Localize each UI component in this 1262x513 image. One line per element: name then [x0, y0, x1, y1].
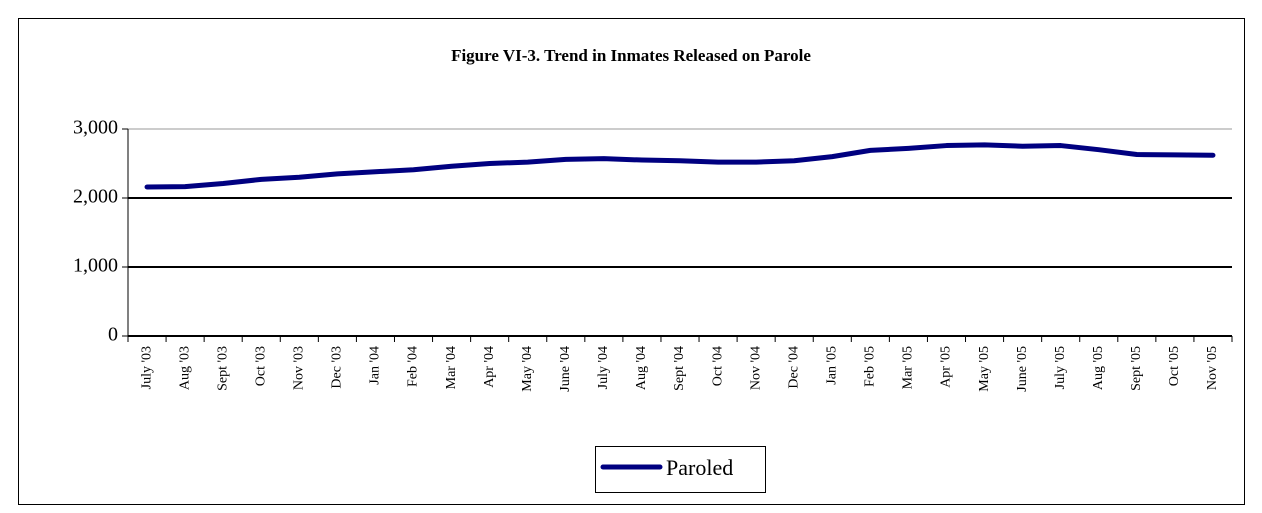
y-tick-label: 2,000: [73, 186, 118, 208]
x-tick-label: May '05: [977, 346, 992, 392]
x-tick-label: Sept '04: [672, 346, 687, 391]
x-tick-label: Nov '04: [748, 346, 763, 390]
legend-label: Paroled: [666, 455, 733, 480]
x-tick-label: July '04: [596, 346, 611, 389]
x-tick-label: Sept '05: [1129, 346, 1144, 391]
data-line: [144, 142, 1216, 190]
x-tick-label: Jan '05: [824, 346, 839, 385]
y-tick-label: 1,000: [73, 255, 118, 277]
x-tick-label: Aug '03: [177, 346, 192, 390]
x-tick-label: Dec '04: [786, 346, 801, 389]
x-tick-label: Apr '04: [482, 346, 497, 388]
x-tick-label: Nov '05: [1205, 346, 1220, 390]
x-tick-label: Aug '04: [634, 346, 649, 390]
x-tick-label: Mar '05: [901, 346, 916, 389]
y-tick-label: 3,000: [73, 117, 118, 139]
x-tick-label: July '05: [1053, 346, 1068, 389]
x-tick-label: Feb '04: [406, 346, 421, 387]
x-tick-label: Dec '03: [330, 346, 345, 389]
y-tick-label: 0: [108, 324, 118, 346]
x-tick-label: Aug '05: [1091, 346, 1106, 390]
chart-title: Figure VI-3. Trend in Inmates Released o…: [451, 46, 811, 65]
x-tick-label: Nov '03: [292, 346, 307, 390]
x-tick-label: June '05: [1015, 346, 1030, 392]
x-tick-label: July '03: [139, 346, 154, 389]
x-tick-label: Mar '04: [444, 346, 459, 389]
x-tick-label: May '04: [520, 346, 535, 392]
x-tick-label: Jan '04: [368, 346, 383, 385]
x-tick-label: Sept '03: [215, 346, 230, 391]
chart-border: [18, 18, 1245, 505]
x-tick-label: June '04: [558, 346, 573, 392]
x-tick-label: Feb '05: [863, 346, 878, 387]
x-tick-label: Oct '03: [253, 346, 268, 386]
x-tick-label: Apr '05: [939, 346, 954, 388]
x-tick-label: Oct '05: [1167, 346, 1182, 386]
x-tick-label: Oct '04: [710, 346, 725, 386]
